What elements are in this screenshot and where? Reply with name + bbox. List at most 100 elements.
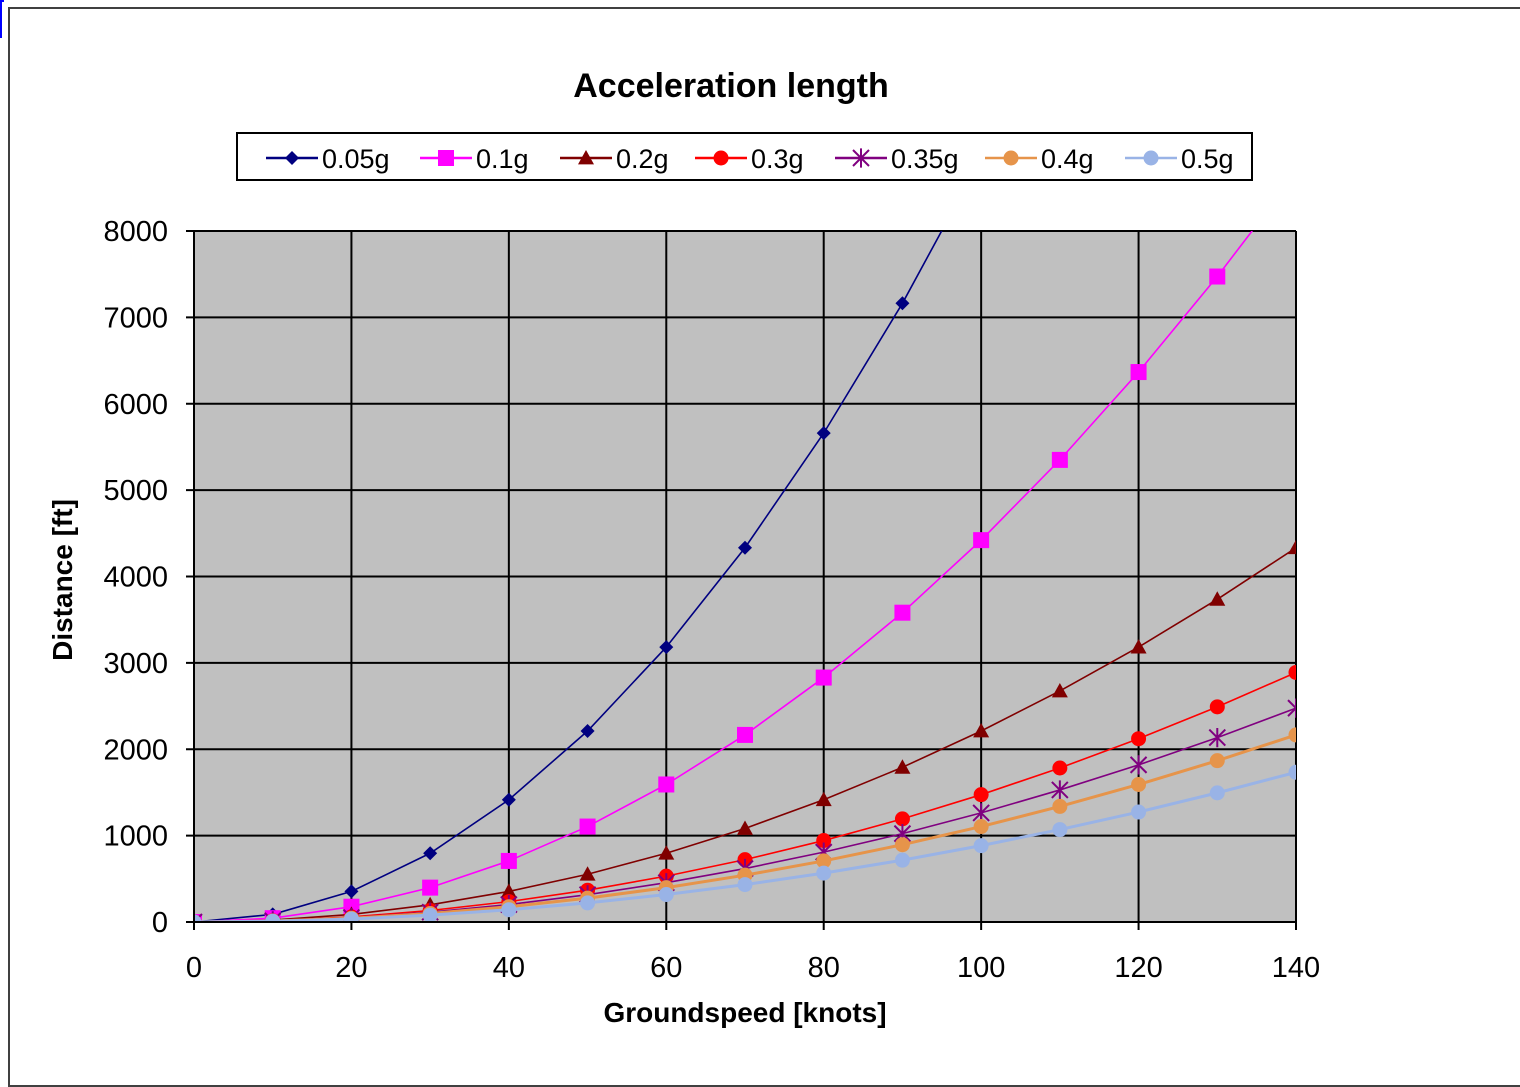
data-point xyxy=(1131,731,1147,747)
legend-item: 0.35g xyxy=(835,144,959,174)
data-point xyxy=(1209,699,1225,715)
y-tick-label: 2000 xyxy=(103,734,168,766)
data-point xyxy=(973,723,990,738)
data-point xyxy=(815,791,832,807)
data-point xyxy=(580,724,595,739)
data-point xyxy=(1288,165,1304,181)
y-tick-label: 8000 xyxy=(103,216,168,248)
y-tick-label: 6000 xyxy=(103,389,168,421)
data-point xyxy=(1288,727,1296,743)
data-point xyxy=(579,866,596,881)
selection-corner-mark xyxy=(0,0,4,38)
y-tick-label: 0 xyxy=(152,907,168,939)
data-point xyxy=(737,877,753,893)
data-point xyxy=(1130,364,1147,381)
legend-box xyxy=(236,132,1253,181)
x-tick-label: 120 xyxy=(1114,952,1162,984)
data-point xyxy=(580,895,596,911)
data-point xyxy=(737,726,753,743)
x-axis-label: Groundspeed [knots] xyxy=(603,997,886,1028)
legend-item: 0.3g xyxy=(695,144,804,174)
data-point xyxy=(422,907,438,922)
data-point xyxy=(1131,804,1147,820)
legend-marker xyxy=(1003,150,1019,166)
data-point xyxy=(816,853,832,869)
data-point xyxy=(658,887,674,903)
data-point xyxy=(422,879,439,896)
legend-label: 0.4g xyxy=(1041,144,1094,174)
legend-item: 0.1g xyxy=(420,144,529,174)
data-point xyxy=(579,818,596,835)
data-point xyxy=(265,913,281,922)
data-point xyxy=(973,819,989,835)
data-point xyxy=(737,820,753,835)
data-point xyxy=(973,838,989,854)
legend-label: 0.2g xyxy=(616,144,669,174)
data-point xyxy=(1208,727,1226,748)
data-point xyxy=(1287,698,1296,718)
data-point xyxy=(1052,798,1068,814)
y-tick-label: 1000 xyxy=(103,821,168,853)
series-layer xyxy=(194,0,1304,922)
axes: 0 20 40 60 80 100 120 140 0 1000 2000 3000 4000 5000 6… xyxy=(103,216,1320,984)
data-point xyxy=(1131,776,1147,792)
data-point xyxy=(894,811,910,827)
x-tick-label: 20 xyxy=(335,952,367,984)
x-tick-label: 40 xyxy=(493,952,525,984)
data-point xyxy=(1129,755,1148,775)
x-tick-label: 80 xyxy=(808,952,840,984)
legend-item: 0.2g xyxy=(560,144,669,174)
legend-item: 0.05g xyxy=(266,144,390,174)
data-point xyxy=(500,883,517,898)
legend-marker xyxy=(713,150,729,166)
legend-item: 0.4g xyxy=(985,144,1094,174)
data-point xyxy=(815,669,832,686)
x-tick-label: 60 xyxy=(650,952,682,984)
data-point xyxy=(1209,268,1226,285)
data-point xyxy=(816,833,832,849)
chart-title: Acceleration length xyxy=(573,67,889,105)
legend-label: 0.5g xyxy=(1181,144,1234,174)
data-point xyxy=(500,852,517,869)
legend: 0.05g 0.1g 0.2g 0.3g 0.35g 0.4g 0.5g xyxy=(236,132,1253,181)
x-tick-label: 0 xyxy=(186,952,202,984)
data-point xyxy=(894,852,910,868)
data-point xyxy=(344,884,359,899)
x-tick-label: 140 xyxy=(1272,952,1320,984)
y-tick-label: 4000 xyxy=(103,562,168,594)
data-point xyxy=(1052,760,1068,776)
data-point xyxy=(1052,822,1068,838)
data-point xyxy=(501,792,516,807)
data-point xyxy=(343,911,359,922)
legend-label: 0.05g xyxy=(322,144,390,174)
legend-marker xyxy=(852,148,870,168)
data-point xyxy=(658,845,675,860)
data-point xyxy=(1209,785,1225,801)
data-point xyxy=(894,837,910,853)
data-point xyxy=(1288,664,1296,680)
data-point xyxy=(1288,539,1296,555)
data-point xyxy=(1051,451,1068,468)
data-point xyxy=(1130,639,1147,654)
data-point xyxy=(816,426,831,441)
data-point xyxy=(1288,764,1296,780)
legend-label: 0.1g xyxy=(476,144,529,174)
data-point xyxy=(973,787,989,803)
data-point xyxy=(738,540,752,555)
y-tick-label: 7000 xyxy=(103,302,168,334)
data-point xyxy=(1051,682,1068,698)
data-point xyxy=(895,296,910,311)
data-point xyxy=(194,914,202,922)
data-point xyxy=(1053,0,1067,5)
y-axis-label: Distance [ft] xyxy=(47,499,78,661)
data-point xyxy=(658,776,675,793)
legend-marker xyxy=(578,150,594,165)
data-point xyxy=(894,604,911,621)
y-tick-label: 3000 xyxy=(103,648,168,680)
data-point xyxy=(659,640,674,655)
legend-item: 0.5g xyxy=(1125,144,1234,174)
data-point xyxy=(1051,780,1069,800)
data-point xyxy=(501,902,517,918)
x-tick-label: 100 xyxy=(957,952,1005,984)
